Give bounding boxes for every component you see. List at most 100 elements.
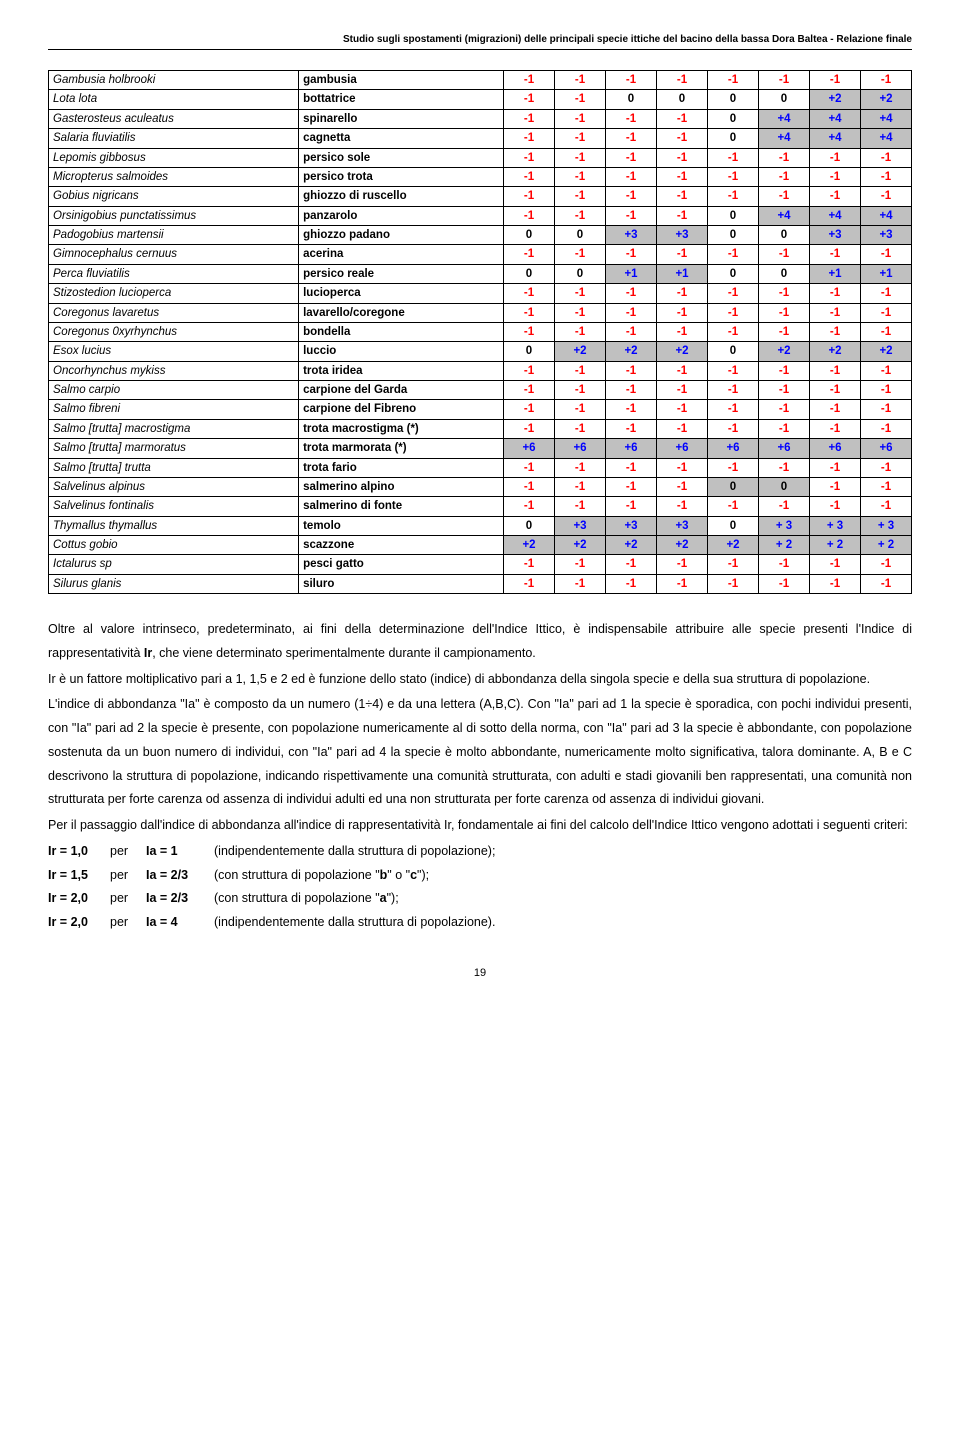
table-row: Salmo [trutta] macrostigmatrota macrosti… xyxy=(49,419,912,438)
value-cell: +3 xyxy=(657,516,708,535)
value-cell: -1 xyxy=(606,400,657,419)
value-cell: 0 xyxy=(708,477,759,496)
value-cell: +2 xyxy=(555,342,606,361)
criteria-block: Ir = 1,0perIa = 1(indipendentemente dall… xyxy=(48,840,912,935)
value-cell: -1 xyxy=(657,322,708,341)
scientific-name: Salmo [trutta] macrostigma xyxy=(49,419,299,438)
value-cell: -1 xyxy=(810,148,861,167)
common-name: pesci gatto xyxy=(299,555,504,574)
paragraph: Oltre al valore intrinseco, predetermina… xyxy=(48,618,912,666)
value-cell: +4 xyxy=(810,109,861,128)
value-cell: -1 xyxy=(555,419,606,438)
value-cell: -1 xyxy=(657,400,708,419)
table-row: Coregonus 0xyrhynchusbondella-1-1-1-1-1-… xyxy=(49,322,912,341)
table-row: Orsinigobius punctatissimuspanzarolo-1-1… xyxy=(49,206,912,225)
scientific-name: Lota lota xyxy=(49,90,299,109)
document-header: Studio sugli spostamenti (migrazioni) de… xyxy=(48,32,912,50)
value-cell: -1 xyxy=(606,555,657,574)
value-cell: -1 xyxy=(810,477,861,496)
value-cell: -1 xyxy=(657,245,708,264)
value-cell: + 3 xyxy=(810,516,861,535)
common-name: carpione del Fibreno xyxy=(299,400,504,419)
value-cell: -1 xyxy=(759,148,810,167)
value-cell: -1 xyxy=(759,361,810,380)
table-row: Padogobius martensiighiozzo padano00+3+3… xyxy=(49,226,912,245)
value-cell: -1 xyxy=(555,322,606,341)
value-cell: -1 xyxy=(759,71,810,90)
common-name: salmerino di fonte xyxy=(299,497,504,516)
value-cell: -1 xyxy=(555,361,606,380)
common-name: panzarolo xyxy=(299,206,504,225)
common-name: temolo xyxy=(299,516,504,535)
value-cell: -1 xyxy=(606,361,657,380)
table-row: Lepomis gibbosuspersico sole-1-1-1-1-1-1… xyxy=(49,148,912,167)
value-cell: -1 xyxy=(504,381,555,400)
table-row: Gasterosteus aculeatusspinarello-1-1-1-1… xyxy=(49,109,912,128)
value-cell: 0 xyxy=(708,342,759,361)
value-cell: + 3 xyxy=(861,516,912,535)
value-cell: -1 xyxy=(861,71,912,90)
scientific-name: Micropterus salmoides xyxy=(49,167,299,186)
common-name: siluro xyxy=(299,574,504,593)
value-cell: -1 xyxy=(861,361,912,380)
value-cell: -1 xyxy=(657,497,708,516)
scientific-name: Coregonus 0xyrhynchus xyxy=(49,322,299,341)
value-cell: -1 xyxy=(504,477,555,496)
scientific-name: Oncorhynchus mykiss xyxy=(49,361,299,380)
paragraph: L'indice di abbondanza "Ia" è composto d… xyxy=(48,693,912,812)
scientific-name: Salvelinus alpinus xyxy=(49,477,299,496)
value-cell: -1 xyxy=(708,303,759,322)
value-cell: +1 xyxy=(861,264,912,283)
value-cell: +2 xyxy=(810,90,861,109)
value-cell: +3 xyxy=(555,516,606,535)
table-row: Perca fluviatilispersico reale00+1+100+1… xyxy=(49,264,912,283)
value-cell: -1 xyxy=(759,400,810,419)
value-cell: -1 xyxy=(810,361,861,380)
scientific-name: Gimnocephalus cernuus xyxy=(49,245,299,264)
value-cell: +4 xyxy=(759,129,810,148)
scientific-name: Salmo fibreni xyxy=(49,400,299,419)
value-cell: + 2 xyxy=(759,536,810,555)
value-cell: -1 xyxy=(810,167,861,186)
value-cell: -1 xyxy=(504,206,555,225)
common-name: trota iridea xyxy=(299,361,504,380)
table-row: Gimnocephalus cernuusacerina-1-1-1-1-1-1… xyxy=(49,245,912,264)
value-cell: -1 xyxy=(708,187,759,206)
value-cell: -1 xyxy=(708,71,759,90)
value-cell: -1 xyxy=(810,187,861,206)
value-cell: -1 xyxy=(759,167,810,186)
value-cell: -1 xyxy=(861,322,912,341)
common-name: trota macrostigma (*) xyxy=(299,419,504,438)
value-cell: -1 xyxy=(759,303,810,322)
value-cell: -1 xyxy=(657,71,708,90)
scientific-name: Orsinigobius punctatissimus xyxy=(49,206,299,225)
criteria-line: Ir = 2,0perIa = 4(indipendentemente dall… xyxy=(48,911,912,935)
value-cell: 0 xyxy=(657,90,708,109)
scientific-name: Gobius nigricans xyxy=(49,187,299,206)
value-cell: -1 xyxy=(555,477,606,496)
value-cell: +4 xyxy=(810,129,861,148)
table-row: Silurus glanissiluro-1-1-1-1-1-1-1-1 xyxy=(49,574,912,593)
value-cell: -1 xyxy=(657,361,708,380)
value-cell: +4 xyxy=(759,109,810,128)
value-cell: -1 xyxy=(708,361,759,380)
value-cell: +2 xyxy=(861,342,912,361)
scientific-name: Thymallus thymallus xyxy=(49,516,299,535)
value-cell: -1 xyxy=(504,458,555,477)
value-cell: +1 xyxy=(657,264,708,283)
value-cell: -1 xyxy=(606,477,657,496)
value-cell: 0 xyxy=(555,226,606,245)
value-cell: +6 xyxy=(606,439,657,458)
value-cell: -1 xyxy=(657,187,708,206)
common-name: lucioperca xyxy=(299,284,504,303)
value-cell: -1 xyxy=(708,245,759,264)
value-cell: +2 xyxy=(810,342,861,361)
value-cell: 0 xyxy=(708,516,759,535)
value-cell: 0 xyxy=(504,516,555,535)
value-cell: -1 xyxy=(861,303,912,322)
value-cell: -1 xyxy=(606,109,657,128)
value-cell: -1 xyxy=(810,303,861,322)
value-cell: 0 xyxy=(504,226,555,245)
value-cell: +3 xyxy=(606,516,657,535)
criteria-line: Ir = 2,0perIa = 2/3(con struttura di pop… xyxy=(48,887,912,911)
